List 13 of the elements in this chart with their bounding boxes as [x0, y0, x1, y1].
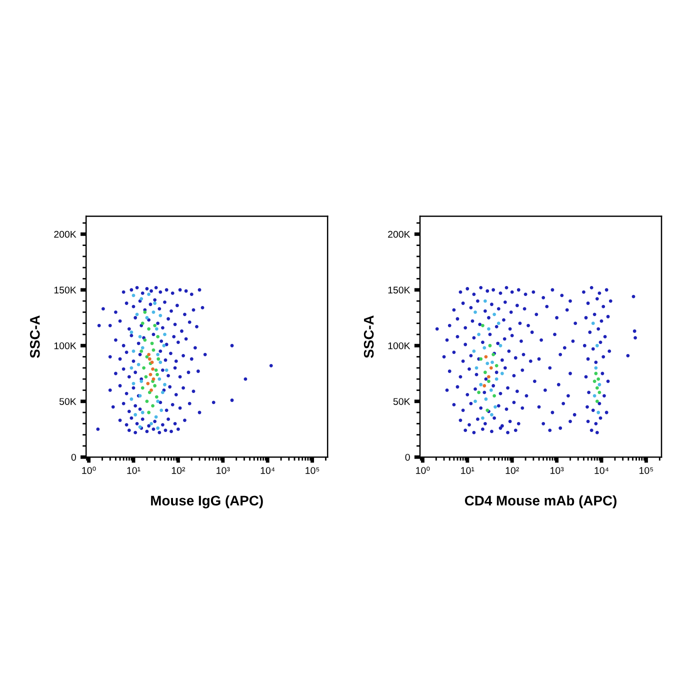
y-tick-label: 0 [405, 454, 410, 461]
y-tick-label: 50K [393, 398, 410, 405]
x-tick-label: 10⁵ [640, 467, 654, 474]
x-tick-label: 10⁴ [594, 467, 609, 474]
x-axis-title: CD4 Mouse mAb (APC) [464, 495, 616, 508]
y-tick-label: 200K [388, 230, 410, 238]
y-axis-title: SSC-A [364, 315, 374, 358]
x-tick-label: 10⁰ [416, 466, 430, 474]
y-tick-label: 150K [388, 286, 410, 294]
x-tick-label: 10³ [550, 467, 564, 474]
y-tick-label: 100K [388, 342, 410, 350]
x-tick-label: 10² [506, 467, 519, 474]
x-tick-label: 10¹ [461, 467, 474, 474]
